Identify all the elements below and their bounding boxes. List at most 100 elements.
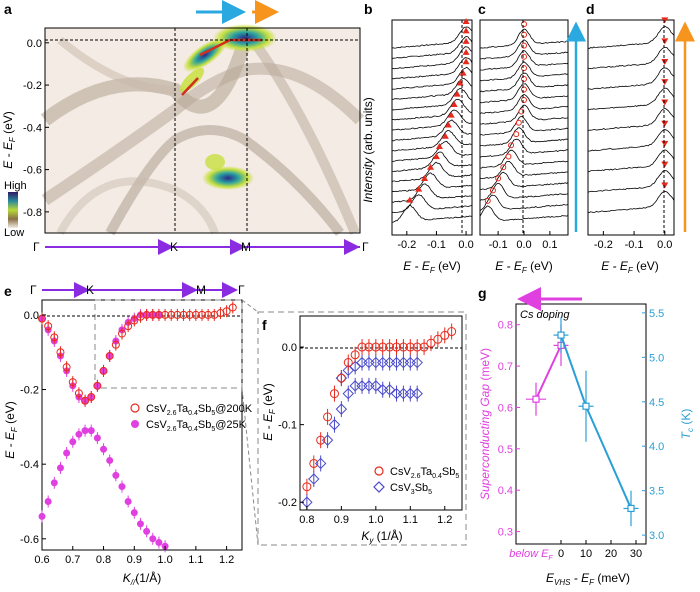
data-point-200k [198, 310, 206, 319]
edc-peak-marker [521, 86, 527, 93]
edc-curve [479, 61, 569, 82]
xtick-label: 1.0 [368, 514, 383, 526]
ytick-label-right: 4.0 [649, 441, 664, 453]
xtick-label: 0.9 [127, 554, 142, 566]
panel-a: a 0.0 -0.2 -0.4 -0.6 -0.8 E - EF (eV) High L… [1, 0, 369, 255]
edc-peak-marker [521, 97, 527, 104]
edc-curve [391, 98, 473, 121]
a-ytick-label: -0.2 [23, 80, 42, 92]
legend-200k: CsV2.6Ta0.4Sb5@200K [146, 403, 253, 417]
edc-curve [391, 161, 473, 183]
xtick-label: 0 [558, 548, 564, 560]
data-point-25k [38, 512, 46, 520]
edc-curve [391, 46, 473, 70]
panel-e-xlabel: K//(1/Å) [123, 570, 161, 587]
data-point-csvta [350, 350, 360, 360]
zoom-inset-frame [257, 311, 467, 546]
data-point-25k [106, 456, 114, 464]
data-point-25k [50, 479, 58, 487]
panel-b-ylabel: Intensity (arb. units) [361, 97, 375, 202]
data-point-200k [167, 310, 176, 319]
panel-d-xlabel: E - EF (eV) [601, 259, 659, 275]
edc-curve [391, 77, 473, 100]
edc-peak-marker [489, 187, 496, 194]
xtick-label: 1.2 [437, 514, 452, 526]
path-label-gamma-2: Γ [362, 240, 369, 254]
panel-b-x-ticks: -0.2 -0.1 0.0 [397, 231, 474, 251]
edc-peak-marker [427, 163, 435, 170]
panel-e-y-ticks: 0.0 -0.2 -0.4 -0.6 [20, 310, 46, 546]
data-point-csvta [419, 342, 429, 352]
xtick-label: 1.1 [403, 514, 418, 526]
panel-f-y-ticks: 0.0 -0.1 -0.2 [278, 342, 304, 509]
panel-g-ylabel-right: Tc (K) [679, 409, 695, 440]
ytick-label-right: 4.5 [649, 397, 664, 409]
data-point-200k [105, 351, 114, 360]
tc-point [557, 331, 565, 339]
edc-peak-marker [661, 161, 669, 168]
edc-peak-marker [450, 101, 458, 108]
data-point-200k [74, 389, 83, 398]
gap-line [535, 344, 562, 400]
edc-curve [391, 194, 473, 213]
data-point-csvsb [411, 387, 423, 400]
a-ytick-label: -0.8 [23, 207, 42, 219]
panel-g-x-ticks: below EF 0 10 20 30 [509, 540, 642, 562]
panel-b-xlabel: E - EF (eV) [403, 259, 461, 275]
xtick-label: 0.1 [542, 239, 557, 251]
data-point-csvta [309, 458, 319, 468]
tc-point [627, 504, 635, 513]
edc-curve [479, 72, 569, 93]
edc-peak-marker [521, 21, 527, 28]
ytick-label-left: 0.7 [498, 361, 513, 373]
xtick-label: 0.0 [516, 239, 531, 251]
edc-peak-marker [521, 75, 527, 82]
path-label-gamma-1: Γ [33, 240, 40, 254]
ytick-label-left: 0.4 [498, 485, 513, 497]
edc-peak-marker [508, 142, 515, 149]
edc-curve [587, 170, 675, 193]
edc-peak-marker [515, 119, 522, 126]
path-label-k: K [170, 240, 178, 254]
data-point-25k [143, 527, 151, 535]
edc-curve [391, 57, 473, 80]
data-point-200k [81, 396, 90, 405]
edc-peak-marker [661, 38, 669, 45]
xtick-label: -0.2 [397, 239, 416, 251]
edc-peak-marker [484, 197, 491, 204]
data-point-25k [75, 430, 83, 438]
xtick-label: 10 [580, 548, 592, 560]
panel-a-y-ticks: 0.0 -0.2 -0.4 -0.6 -0.8 [23, 38, 49, 219]
edc-peak-marker [518, 108, 525, 115]
edc-peak-marker [521, 42, 527, 49]
edc-curve [587, 108, 675, 131]
data-point-200k [148, 310, 157, 319]
edc-peak-marker [521, 65, 527, 72]
legend-25k: CsV2.6Ta0.4Sb5@25K [146, 419, 247, 433]
edc-curve [391, 183, 473, 203]
ytick-label-left: 0.5 [498, 444, 513, 456]
edc-peak-marker [421, 175, 429, 182]
xtick-label: 0.6 [34, 554, 49, 566]
edc-curve [479, 182, 569, 202]
panel-f: f 0.8 0.9 1.0 1.1 1.2 0.0 -0.1 -0.2 E - EF (eV… [241, 299, 467, 546]
edc-peak-marker [462, 18, 470, 25]
edc-curve [587, 149, 675, 173]
data-point-200k [111, 340, 120, 349]
panel-c-x-ticks: -0.1 0.0 0.1 [489, 231, 558, 251]
ytick-label-right: 3.5 [649, 486, 664, 498]
xtick-label: 0.8 [299, 514, 314, 526]
edc-curve [587, 67, 675, 90]
panel-label-d: d [586, 1, 595, 17]
edc-peak-marker [462, 37, 470, 44]
data-point-25k [100, 445, 108, 453]
edc-curve [479, 138, 568, 158]
xtick-label: 0.0 [657, 239, 672, 251]
edc-peak-marker [661, 17, 669, 24]
data-point-200k [130, 316, 139, 325]
edc-curve [479, 171, 569, 190]
edc-curve [391, 205, 473, 223]
data-point-200k [62, 363, 71, 372]
edc-peak-marker [495, 175, 502, 182]
data-point-25k [118, 483, 126, 491]
